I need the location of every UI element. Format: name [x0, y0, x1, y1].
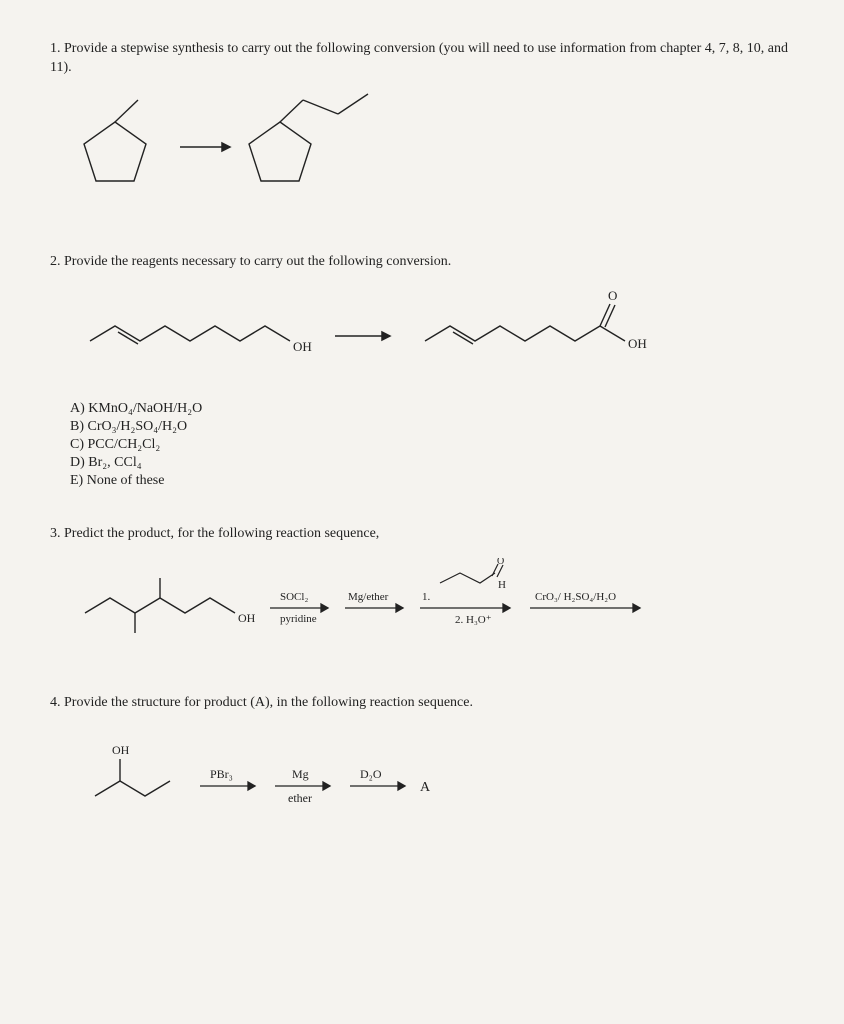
q2-opt-c: C) PCC/CH₂Cl₂ — [70, 437, 794, 453]
q1-text: 1. Provide a stepwise synthesis to carry… — [50, 40, 794, 78]
q2-diagram: OH O OH — [70, 286, 794, 391]
q3-reag4: CrO₃/ H₂SO₄/H₂O — [535, 591, 616, 603]
q4-a: A — [420, 780, 431, 795]
q4-reag1: PBr₃ — [210, 767, 233, 781]
question-4: 4. Provide the structure for product (A)… — [50, 694, 794, 832]
q4-reag3: D₂O — [360, 767, 382, 781]
q3-text: 3. Predict the product, for the followin… — [50, 525, 794, 544]
q3-reag1b: pyridine — [280, 613, 317, 625]
q2-opt-b: B) CrO₃/H₂SO₄/H₂O — [70, 419, 794, 435]
q4-oh: OH — [112, 743, 130, 757]
q2-opt-d: D) Br₂, CCl₄ — [70, 455, 794, 471]
q1-diagram — [70, 92, 794, 217]
q3-reag1a: SOCl₂ — [280, 591, 308, 603]
q3-oh: OH — [238, 611, 256, 625]
question-1: 1. Provide a stepwise synthesis to carry… — [50, 40, 794, 217]
q3-reag2: Mg/ether — [348, 591, 389, 603]
q2-text: 2. Provide the reagents necessary to car… — [50, 253, 794, 272]
q2-opt-e: E) None of these — [70, 473, 794, 489]
q3-reag3c: H — [498, 579, 506, 591]
q3-o-label: O — [497, 558, 504, 567]
q4-reag2a: Mg — [292, 767, 309, 781]
question-2: 2. Provide the reagents necessary to car… — [50, 253, 794, 489]
q3-reag3b: 2. H₃O⁺ — [455, 614, 492, 626]
q4-diagram: OH PBr₃ Mg ether D₂O A — [70, 726, 794, 831]
q2-o: O — [608, 288, 617, 303]
q4-text: 4. Provide the structure for product (A)… — [50, 694, 794, 713]
q3-diagram: OH SOCl₂ pyridine Mg/ether 1. 2. H₃O⁺ — [70, 558, 794, 658]
question-3: 3. Predict the product, for the followin… — [50, 525, 794, 658]
q4-reag2b: ether — [288, 791, 312, 805]
q2-opt-a: A) KMnO₄/NaOH/H₂O — [70, 401, 794, 417]
q2-options: A) KMnO₄/NaOH/H₂O B) CrO₃/H₂SO₄/H₂O C) P… — [70, 401, 794, 489]
q2-oh-right: OH — [628, 336, 647, 351]
q2-oh-left: OH — [293, 339, 312, 354]
q3-reag3a: 1. — [422, 591, 431, 603]
